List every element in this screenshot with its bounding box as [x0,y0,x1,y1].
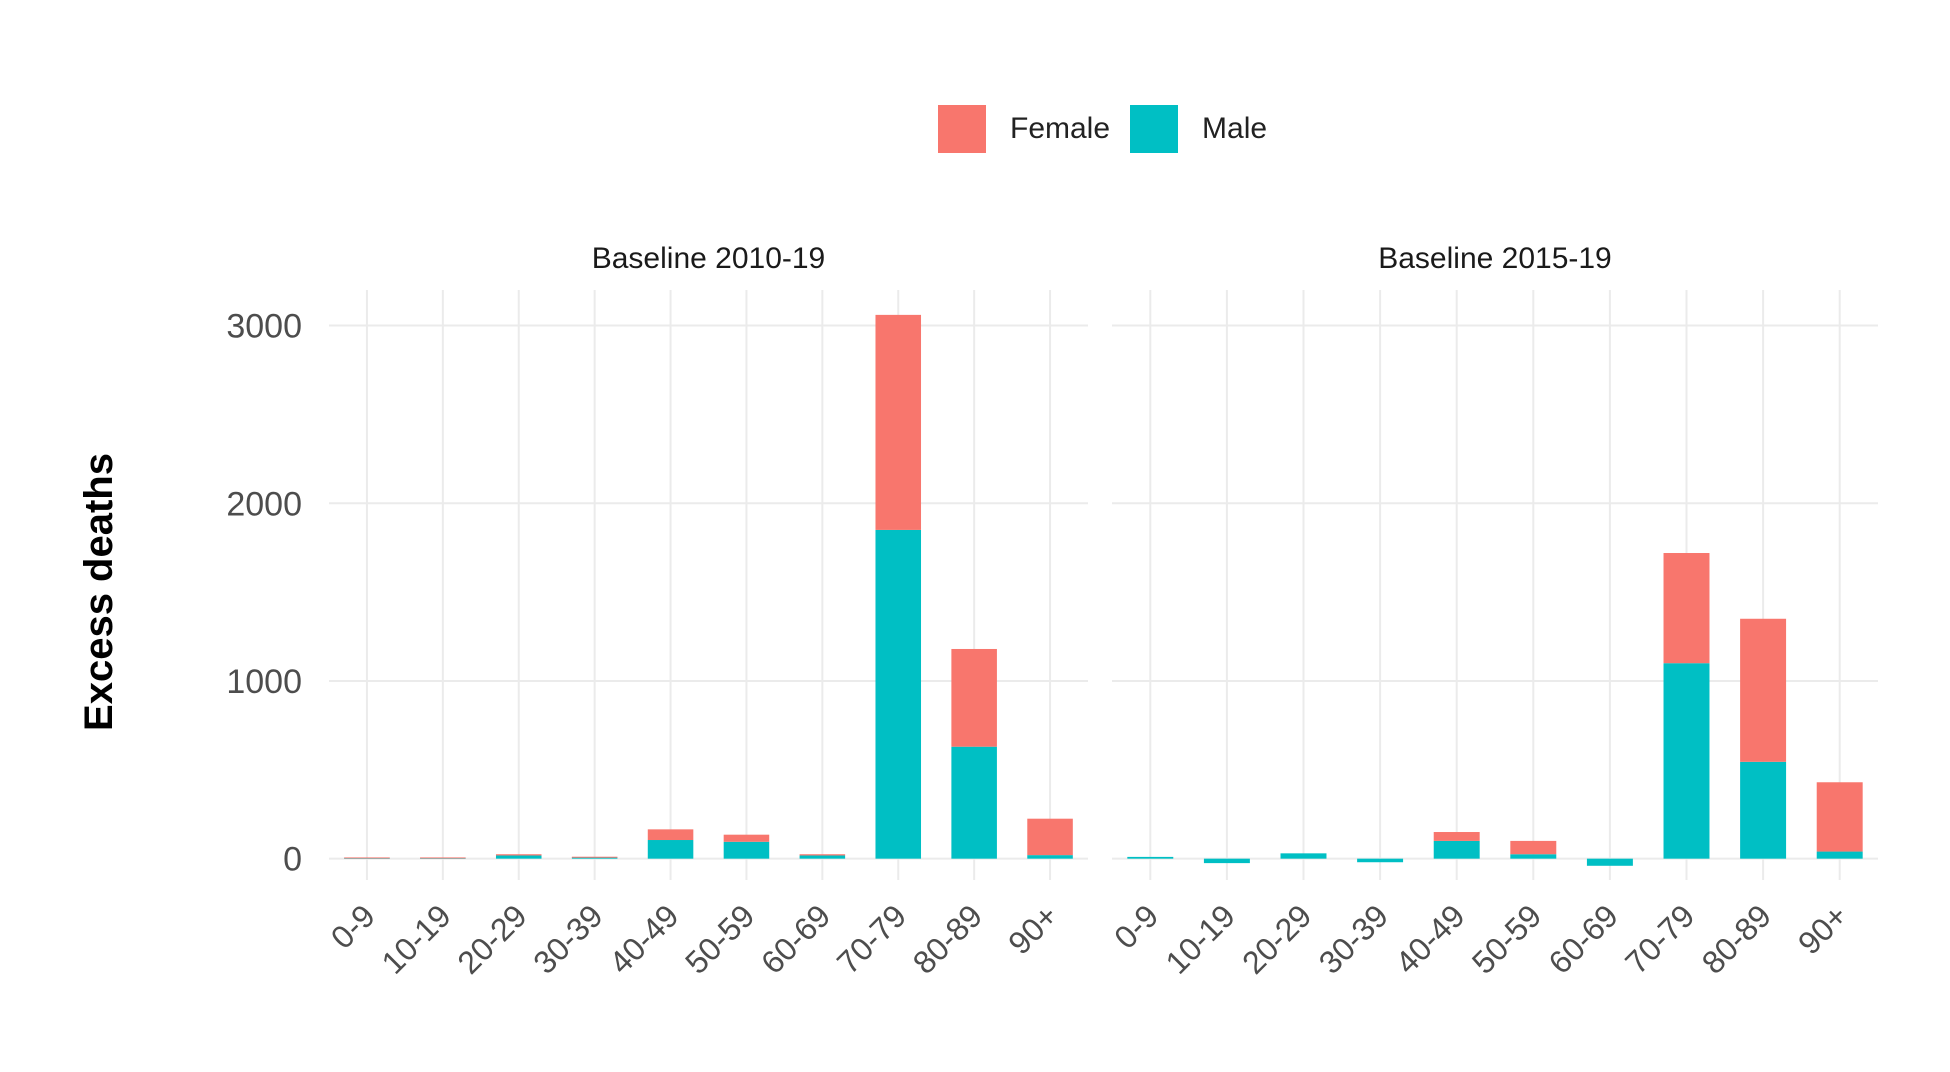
legend-label-female: Female [1010,112,1111,145]
bar-female-30-39 [571,856,618,858]
legend-swatch-female [938,105,986,153]
x-tick-label: 30-39 [526,897,609,980]
x-tick-label: 90+ [1791,897,1855,961]
legend-swatch-male [1130,105,1179,153]
panel-title: Baseline 2010-19 [592,242,826,275]
x-tick-label: 10-19 [374,897,457,980]
bar-male-60-69 [1586,858,1633,866]
bar-male-50-59 [1510,854,1557,859]
x-tick-label: 0-9 [1107,897,1165,955]
bar-female-10-19 [420,857,466,859]
x-tick-label: 80-89 [1695,897,1778,980]
y-axis-title: Excess deaths [77,453,121,731]
panel-baseline-2015-19: Baseline 2015-19 0-910-1920-2930-3940-495… [1107,242,1878,981]
legend: Female Male [938,105,1287,153]
bar-male-80-89 [1740,761,1787,859]
y-tick-label: 0 [283,841,302,879]
bar-female-0-9 [344,857,390,859]
bar-male-20-29 [495,855,542,859]
x-tick-label: 60-69 [754,897,837,980]
bar-female-40-49 [647,829,694,841]
x-tick-label: 50-59 [1465,897,1548,980]
x-tick-label: 40-49 [1388,897,1471,980]
panel-title: Baseline 2015-19 [1378,242,1612,275]
bar-male-90+ [1027,855,1073,859]
x-tick-label: 30-39 [1312,897,1395,980]
bar-male-50-59 [723,841,770,859]
bar-female-40-49 [1433,832,1480,841]
x-tick-label: 40-49 [602,897,685,980]
x-tick-label: 0-9 [324,897,382,955]
bar-female-70-79 [875,314,922,530]
x-tick-label: 50-59 [678,897,761,980]
x-tick-label: 20-29 [450,897,533,980]
legend-item-female: Female [938,105,1110,153]
panel-baseline-2010-19: Baseline 2010-19 0-910-1920-2930-3940-495… [324,242,1088,981]
bar-male-40-49 [1433,840,1480,859]
y-tick-label: 2000 [226,485,302,523]
x-tick-label: 70-79 [1618,897,1701,980]
bar-male-70-79 [875,529,922,859]
bar-female-70-79 [1663,553,1710,664]
y-axis: 0 1000 2000 3000 [226,308,302,879]
x-tick-label: 90+ [1001,897,1065,961]
x-tick-label: 60-69 [1542,897,1625,980]
bar-male-70-79 [1663,663,1710,859]
bar-male-30-39 [571,857,618,859]
bar-female-50-59 [723,834,770,842]
x-tick-label: 20-29 [1235,897,1318,980]
bar-female-90+ [1816,782,1863,852]
bar-female-80-89 [951,648,997,747]
bar-male-80-89 [951,746,997,859]
x-tick-label: 80-89 [906,897,989,980]
y-tick-label: 1000 [226,663,302,701]
bar-male-0-9 [1127,856,1174,859]
bar-male-60-69 [799,855,846,859]
legend-item-male: Male [1130,105,1267,153]
legend-label-male: Male [1202,112,1268,145]
x-tick-label: 70-79 [830,897,913,980]
bar-female-80-89 [1740,618,1787,762]
bar-female-50-59 [1510,840,1557,855]
bar-male-90+ [1816,851,1863,859]
bar-female-90+ [1027,818,1073,856]
y-tick-label: 3000 [226,308,302,346]
bar-female-60-69 [799,854,846,856]
x-tick-label: 10-19 [1159,897,1242,980]
bar-male-30-39 [1357,858,1404,863]
bar-female-20-29 [495,854,542,856]
bar-male-10-19 [1203,858,1250,864]
bar-male-40-49 [647,840,694,859]
bar-male-20-29 [1280,853,1327,859]
